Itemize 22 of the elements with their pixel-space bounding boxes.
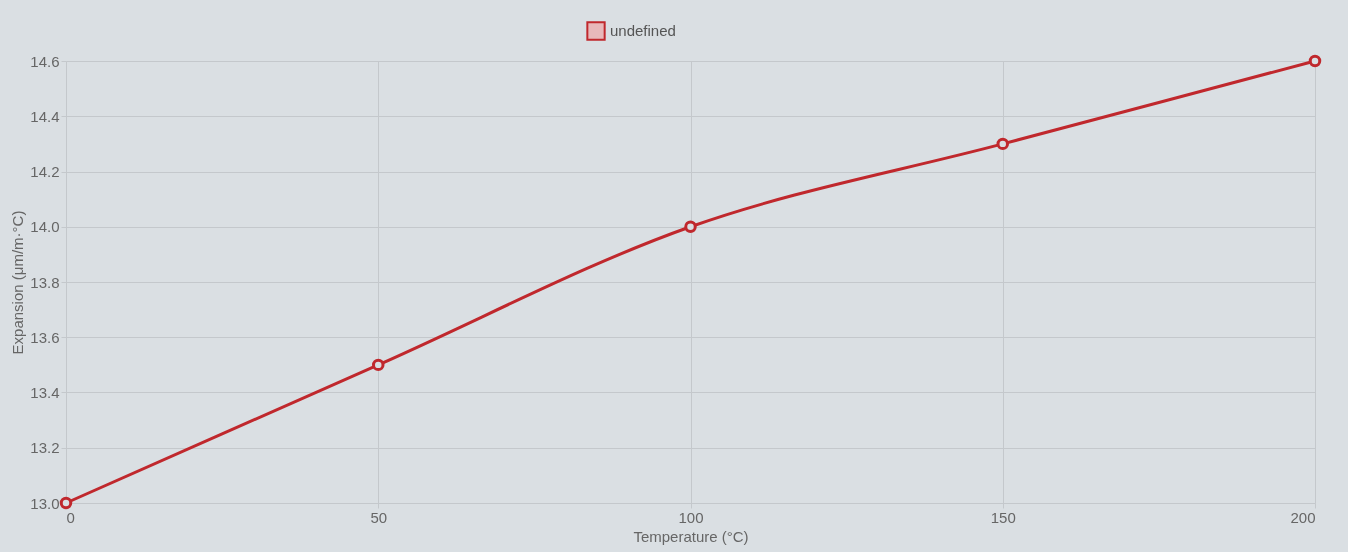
legend-label: undefined bbox=[610, 22, 676, 39]
x-tick-label: 150 bbox=[990, 508, 1016, 526]
point bbox=[996, 137, 1009, 151]
x-axis-title: Temperature (°C) bbox=[633, 527, 749, 545]
x-tick-label: 50 bbox=[370, 508, 388, 526]
y-axis-title: Expansion (μm/m·°C) bbox=[9, 210, 27, 355]
y-tick-label: 13.4 bbox=[30, 384, 60, 401]
point bbox=[684, 220, 697, 233]
y-tick-label: 14.4 bbox=[30, 107, 60, 125]
x-tick-label: 200 bbox=[1290, 508, 1316, 526]
x-tick-label: 0 bbox=[66, 508, 75, 526]
y-tick-label: 14.2 bbox=[30, 163, 60, 180]
y-tick-label: 13.0 bbox=[30, 494, 60, 512]
y-tick-label: 13.6 bbox=[30, 328, 60, 346]
point bbox=[372, 358, 385, 372]
y-tick-label: 13.8 bbox=[30, 273, 60, 291]
point bbox=[59, 496, 73, 510]
y-tick-label: 14.0 bbox=[30, 218, 60, 236]
y-tick-label: 14.6 bbox=[30, 52, 60, 70]
point bbox=[1308, 54, 1322, 68]
x-tick-label: 100 bbox=[678, 508, 704, 526]
y-tick-label: 13.2 bbox=[30, 439, 60, 457]
